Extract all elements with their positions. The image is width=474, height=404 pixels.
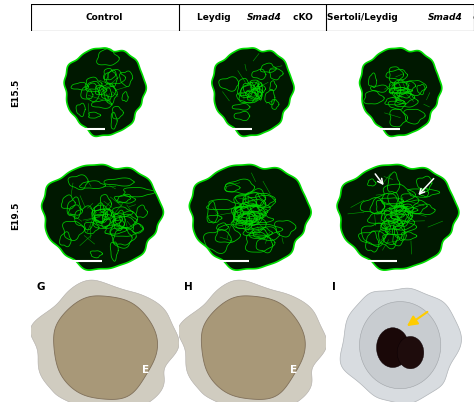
Text: Sertoli/Leydig: Sertoli/Leydig [327, 13, 401, 22]
Text: E19.5: E19.5 [11, 201, 20, 229]
Ellipse shape [359, 302, 441, 389]
Polygon shape [337, 164, 459, 270]
Text: Leydig: Leydig [198, 13, 234, 22]
Polygon shape [178, 280, 327, 404]
Text: E: E [290, 365, 297, 375]
Text: G: G [36, 282, 45, 292]
Text: E: E [143, 365, 150, 375]
Text: Smad4: Smad4 [428, 13, 462, 22]
Text: C: C [331, 36, 338, 46]
Ellipse shape [397, 337, 424, 369]
Polygon shape [360, 48, 442, 137]
Text: E15.5: E15.5 [11, 79, 20, 107]
Text: F: F [331, 158, 338, 168]
Text: Control: Control [86, 13, 123, 22]
Text: I: I [332, 282, 336, 292]
Polygon shape [54, 296, 157, 400]
Text: H: H [184, 282, 193, 292]
Polygon shape [64, 48, 146, 137]
Text: E: E [183, 158, 190, 168]
Polygon shape [42, 164, 164, 270]
Polygon shape [201, 296, 305, 400]
Polygon shape [340, 288, 462, 404]
Text: D: D [35, 158, 44, 168]
Polygon shape [189, 164, 311, 270]
Text: cKO: cKO [470, 13, 474, 22]
Text: B: B [183, 36, 191, 46]
Text: Smad4: Smad4 [247, 13, 282, 22]
Ellipse shape [376, 328, 409, 368]
Polygon shape [30, 280, 179, 404]
Text: A: A [35, 36, 43, 46]
Text: cKO: cKO [290, 13, 312, 22]
Polygon shape [212, 48, 294, 137]
